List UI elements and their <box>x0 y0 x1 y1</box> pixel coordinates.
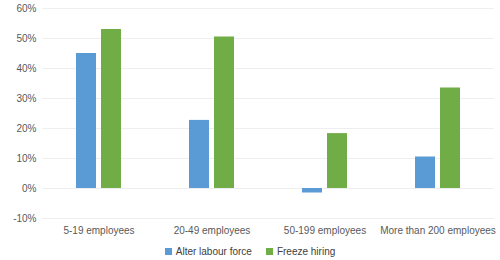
svg-text:40%: 40% <box>16 63 36 74</box>
svg-text:60%: 60% <box>16 3 36 14</box>
svg-text:10%: 10% <box>16 153 36 164</box>
svg-text:20-49 employees: 20-49 employees <box>174 225 251 236</box>
svg-text:More than 200 employees: More than 200 employees <box>380 225 496 236</box>
svg-text:20%: 20% <box>16 123 36 134</box>
svg-text:50-199 employees: 50-199 employees <box>284 225 366 236</box>
svg-text:5-19 employees: 5-19 employees <box>63 225 134 236</box>
svg-text:30%: 30% <box>16 93 36 104</box>
svg-text:0%: 0% <box>22 183 37 194</box>
html-text:Alter labour force: Alter labour force <box>175 245 252 257</box>
html-text:Freeze hiring: Freeze hiring <box>276 245 336 257</box>
svg-text:-10%: -10% <box>13 213 36 224</box>
svg-text:50%: 50% <box>16 33 36 44</box>
